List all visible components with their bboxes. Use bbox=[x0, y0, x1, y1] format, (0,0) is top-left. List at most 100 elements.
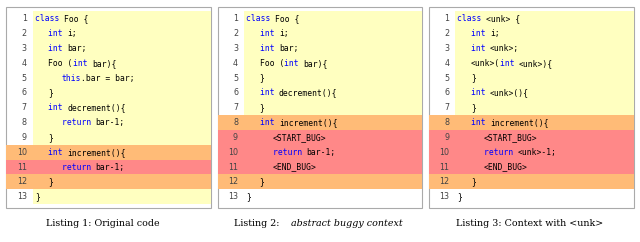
Text: i;: i; bbox=[490, 29, 500, 38]
Text: int: int bbox=[471, 29, 490, 38]
Bar bbox=[429, 174, 634, 189]
Text: <unk>(: <unk>( bbox=[471, 59, 500, 68]
Text: return: return bbox=[484, 148, 518, 157]
Text: 13: 13 bbox=[439, 192, 449, 201]
Text: 5: 5 bbox=[233, 74, 238, 83]
Text: int: int bbox=[471, 44, 490, 53]
Bar bbox=[6, 174, 211, 189]
Text: bar;: bar; bbox=[68, 44, 87, 53]
Text: return: return bbox=[61, 118, 96, 127]
Text: 3: 3 bbox=[444, 44, 449, 53]
Bar bbox=[456, 56, 634, 71]
Bar bbox=[456, 41, 634, 56]
Text: abstract buggy context: abstract buggy context bbox=[291, 219, 403, 228]
Text: 12: 12 bbox=[17, 177, 27, 186]
Text: 3: 3 bbox=[22, 44, 27, 53]
Bar bbox=[6, 145, 211, 160]
Bar bbox=[456, 26, 634, 41]
Text: int: int bbox=[49, 29, 68, 38]
Text: 11: 11 bbox=[17, 163, 27, 172]
Bar bbox=[33, 26, 211, 41]
Text: int: int bbox=[284, 59, 303, 68]
Text: 6: 6 bbox=[22, 88, 27, 97]
Text: 8: 8 bbox=[444, 118, 449, 127]
Text: }: } bbox=[458, 192, 462, 201]
Bar bbox=[33, 71, 211, 85]
Text: }: } bbox=[49, 133, 53, 142]
Text: decrement(){: decrement(){ bbox=[68, 103, 126, 112]
Text: 9: 9 bbox=[22, 133, 27, 142]
Text: int: int bbox=[72, 59, 92, 68]
Bar bbox=[218, 115, 422, 130]
Text: 12: 12 bbox=[439, 177, 449, 186]
Text: 5: 5 bbox=[444, 74, 449, 83]
Text: 13: 13 bbox=[228, 192, 238, 201]
Text: int: int bbox=[260, 88, 279, 97]
Text: int: int bbox=[49, 103, 68, 112]
Bar bbox=[429, 160, 634, 174]
Text: 13: 13 bbox=[17, 192, 27, 201]
Bar bbox=[456, 11, 634, 26]
Text: class: class bbox=[458, 14, 487, 23]
Text: 9: 9 bbox=[444, 133, 449, 142]
Text: <unk> {: <unk> { bbox=[486, 14, 520, 23]
Text: int: int bbox=[49, 148, 68, 157]
Text: int: int bbox=[471, 118, 490, 127]
Bar bbox=[33, 56, 211, 71]
Bar bbox=[33, 189, 211, 204]
Text: class: class bbox=[35, 14, 65, 23]
Text: increment(){: increment(){ bbox=[68, 148, 126, 157]
Text: int: int bbox=[49, 44, 68, 53]
Text: i;: i; bbox=[68, 29, 77, 38]
Text: 7: 7 bbox=[233, 103, 238, 112]
Text: 11: 11 bbox=[439, 163, 449, 172]
Text: bar;: bar; bbox=[279, 44, 298, 53]
Text: }: } bbox=[35, 192, 40, 201]
Text: Listing 2:: Listing 2: bbox=[234, 219, 283, 228]
Text: int: int bbox=[500, 59, 519, 68]
Bar bbox=[456, 71, 634, 85]
Text: 10: 10 bbox=[439, 148, 449, 157]
Text: Listing 3: Context with <unk>: Listing 3: Context with <unk> bbox=[456, 219, 603, 228]
Text: this: this bbox=[61, 74, 81, 83]
Text: int: int bbox=[260, 44, 279, 53]
Text: bar){: bar){ bbox=[303, 59, 328, 68]
Text: 2: 2 bbox=[22, 29, 27, 38]
Text: <END_BUG>: <END_BUG> bbox=[273, 163, 317, 172]
Text: bar){: bar){ bbox=[92, 59, 116, 68]
Text: <unk>;: <unk>; bbox=[490, 44, 520, 53]
Text: }: } bbox=[49, 88, 53, 97]
Bar bbox=[244, 56, 422, 71]
Text: return: return bbox=[273, 148, 307, 157]
Text: }: } bbox=[260, 103, 264, 112]
Text: 6: 6 bbox=[233, 88, 238, 97]
Bar bbox=[429, 145, 634, 160]
Text: bar-1;: bar-1; bbox=[95, 118, 125, 127]
Bar bbox=[456, 100, 634, 115]
Bar bbox=[33, 41, 211, 56]
Text: Foo (: Foo ( bbox=[260, 59, 284, 68]
Text: 1: 1 bbox=[444, 14, 449, 23]
Text: i;: i; bbox=[279, 29, 289, 38]
Bar bbox=[244, 85, 422, 100]
Text: 2: 2 bbox=[444, 29, 449, 38]
Text: return: return bbox=[61, 163, 96, 172]
Bar bbox=[218, 160, 422, 174]
Text: 4: 4 bbox=[233, 59, 238, 68]
Text: <unk>-1;: <unk>-1; bbox=[518, 148, 557, 157]
Text: increment(){: increment(){ bbox=[490, 118, 548, 127]
Text: 7: 7 bbox=[444, 103, 449, 112]
Text: }: } bbox=[49, 177, 53, 186]
Bar bbox=[6, 160, 211, 174]
Bar bbox=[244, 26, 422, 41]
Text: 2: 2 bbox=[233, 29, 238, 38]
Text: <unk>){: <unk>){ bbox=[519, 59, 553, 68]
Bar bbox=[218, 130, 422, 145]
Bar bbox=[456, 85, 634, 100]
Text: }: } bbox=[471, 74, 476, 83]
Text: 1: 1 bbox=[233, 14, 238, 23]
Text: 7: 7 bbox=[22, 103, 27, 112]
Bar bbox=[33, 115, 211, 130]
Text: Foo (: Foo ( bbox=[49, 59, 73, 68]
Text: 8: 8 bbox=[233, 118, 238, 127]
